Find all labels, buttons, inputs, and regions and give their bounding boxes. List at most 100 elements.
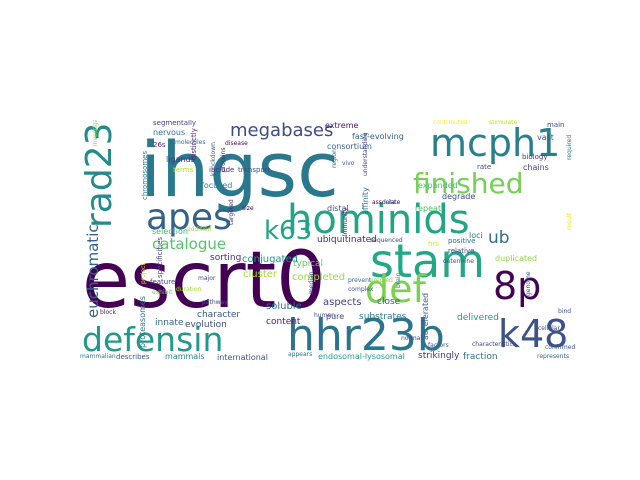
word-duration: duration [176, 286, 202, 293]
word-hrs: hrs [428, 240, 439, 248]
word-degrade: degrade [442, 192, 476, 201]
word-hominids: hominids [287, 197, 470, 243]
word-consortium: consortium [327, 142, 372, 151]
word-finished: finished [413, 167, 524, 200]
word-confirmed: confirmed [545, 344, 576, 351]
word-contributed: contributed [433, 120, 468, 126]
word-close: close [377, 297, 401, 307]
word-stam: stam [370, 234, 485, 288]
word-pure: pure [326, 312, 345, 321]
word-addition: addition [187, 226, 212, 233]
word-segmentally: segmentally [153, 120, 197, 127]
word-ubiquitinated: ubiquitinated [317, 235, 377, 245]
word-8p: 8p [493, 264, 542, 308]
word-block: block [100, 309, 116, 316]
word-k48: k48 [498, 312, 569, 356]
word-aspects: aspects [323, 297, 362, 308]
word-project: project [140, 263, 147, 284]
word-endosomal-lysosomal: endosomal-lysosomal [318, 352, 405, 361]
word-erected: erected [370, 277, 393, 284]
word-affinity: affinity [361, 187, 370, 215]
word-substrates: substrates [359, 312, 407, 322]
word-distal: distal [327, 204, 349, 213]
word-rate: rate [477, 163, 492, 171]
word-mammals: mammals [165, 352, 205, 361]
word-vast: vast [537, 133, 554, 142]
word-innate: innate [155, 318, 184, 328]
word-international: international [217, 353, 268, 362]
word-focused: focused [201, 181, 233, 190]
word-specificities: specificities [156, 236, 164, 278]
word-knockdown: knockdown [210, 142, 217, 176]
word-delivered: delivered [457, 313, 499, 323]
word-bind: bind [558, 308, 572, 315]
word-hhr23b: hhr23b [287, 310, 445, 361]
word-ub: ub [488, 228, 510, 248]
word-rad23: rad23 [80, 122, 120, 228]
word-escrt0: escrt0 [82, 236, 326, 326]
word-ihgsc: ihgsc [140, 125, 339, 214]
word-evolution: evolution [185, 320, 227, 330]
word-relative: relative [448, 247, 475, 255]
word-associate: associate [372, 199, 401, 206]
word-understanding: understanding [362, 132, 369, 176]
word-required: required [566, 134, 573, 160]
word-brain: brain [395, 272, 402, 288]
word-factors: factors [428, 342, 449, 349]
word-def: def [365, 267, 426, 311]
word-stimulate: stimulate [489, 120, 518, 126]
word-k63: k63 [264, 216, 313, 246]
word-complex: complex [348, 286, 374, 293]
word-typical: typical [293, 259, 324, 269]
word-human: human [314, 312, 335, 319]
word-strikingly: strikingly [418, 351, 460, 361]
word-appears: appears [288, 351, 313, 358]
word-proteasomes: proteasomes [138, 296, 147, 348]
word-apes: apes [146, 197, 232, 238]
word-completed: completed [292, 272, 346, 283]
word-major: major [198, 275, 216, 282]
word-character: character [197, 310, 241, 320]
word-nervous: nervous [153, 128, 186, 137]
word-investigated: investigated [92, 120, 99, 146]
word-ligands: ligands [166, 155, 195, 164]
word-fast-evolving: fast-evolving [352, 132, 404, 141]
word-repeat: repeat [415, 204, 442, 213]
word-immunity: immunity [342, 207, 349, 236]
word-size: size [242, 205, 254, 212]
word-normal: normal [401, 335, 423, 342]
word-proteins: proteins [220, 147, 227, 172]
word-terms: terms [173, 166, 194, 174]
word-exhibit: exhibit [152, 289, 173, 296]
word-conjugated: conjugated [242, 254, 298, 265]
word-vivo: vivo [342, 160, 355, 167]
word-represents: represents [537, 353, 569, 360]
word-molecules: molecules [175, 139, 206, 146]
word-loci: loci [469, 231, 483, 240]
word-sorting: sorting [210, 253, 242, 263]
word-characteristics: characteristics [472, 341, 516, 348]
word-biology: biology [522, 153, 548, 161]
word-describes: describes [116, 353, 150, 361]
word-prevent: prevent [348, 277, 372, 284]
word-determine: determine [443, 258, 474, 265]
word-26s: 26s [153, 141, 166, 149]
word-fraction: fraction [463, 352, 498, 362]
word-sequenced: sequenced [370, 237, 403, 244]
word-result: result [566, 213, 573, 230]
word-targeted: targeted [228, 199, 235, 225]
word-distinctly: distinctly [190, 128, 198, 160]
word-defensin: defensin [82, 320, 224, 359]
word-genome: genome [525, 271, 532, 296]
word-main: main [547, 121, 565, 129]
word-extreme: extreme [325, 121, 359, 130]
word-mammalian: mammalian [80, 353, 116, 360]
word-selection: selection [152, 227, 188, 236]
word-data: data [382, 199, 396, 206]
word-duplicated: duplicated [495, 254, 538, 263]
word-megabases: megabases [230, 120, 334, 141]
word-feature: feature [150, 278, 176, 286]
word-mcph1: mcph1 [430, 121, 561, 165]
word-cellular: cellular [538, 325, 560, 332]
word-median: median [308, 271, 315, 295]
